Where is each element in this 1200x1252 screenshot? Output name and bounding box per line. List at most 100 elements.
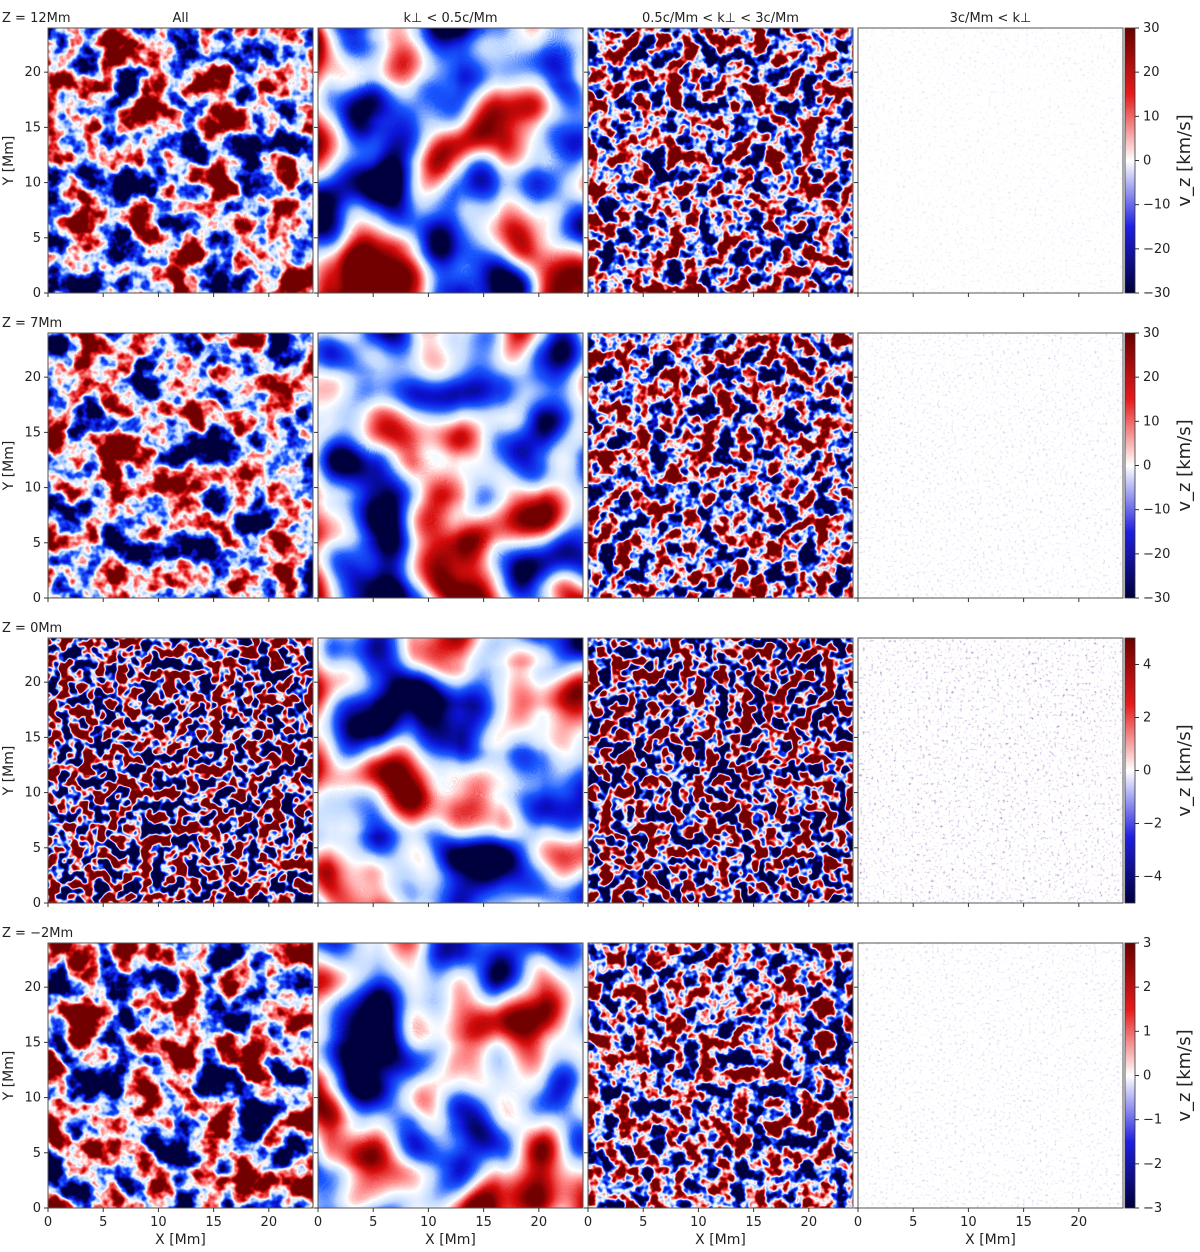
heatmap-field bbox=[858, 333, 1123, 598]
y-tick-label: 10 bbox=[24, 1091, 41, 1106]
heatmap-field bbox=[858, 638, 1123, 903]
x-tick-label: 15 bbox=[745, 1215, 762, 1230]
heatmap-panel-r2-c2 bbox=[314, 332, 584, 602]
column-title-2: k⊥ < 0.5c/Mm bbox=[403, 11, 497, 26]
colorbar-tick-label: −4 bbox=[1143, 870, 1162, 885]
colorbar-tick-label: 30 bbox=[1143, 21, 1160, 36]
y-axis-label: Y [Mm] bbox=[1, 441, 17, 492]
colorbar-tick-label: 0 bbox=[1143, 1069, 1151, 1084]
colorbar-tick-label: 20 bbox=[1143, 65, 1160, 80]
colorbar-gradient bbox=[1124, 27, 1136, 294]
colorbar-tick-label: 4 bbox=[1143, 658, 1151, 673]
colorbar-tick-label: −30 bbox=[1143, 591, 1170, 606]
y-tick-label: 15 bbox=[24, 425, 41, 440]
heatmap-field bbox=[318, 28, 583, 293]
colorbar bbox=[1124, 27, 1139, 294]
x-axis-label: X [Mm] bbox=[155, 1232, 206, 1248]
y-tick-label: 10 bbox=[24, 786, 41, 801]
heatmap-panel-r3-c1 bbox=[44, 637, 314, 907]
heatmap-field bbox=[588, 28, 853, 293]
row-label: Z = 12Mm bbox=[2, 11, 71, 26]
row-label: Z = 0Mm bbox=[2, 621, 62, 636]
colorbar-tick-label: 20 bbox=[1143, 370, 1160, 385]
heatmap-panel-r4-c3 bbox=[584, 942, 854, 1212]
colorbar-tick-label: 0 bbox=[1143, 459, 1151, 474]
x-tick-label: 20 bbox=[1071, 1215, 1088, 1230]
heatmap-field bbox=[318, 333, 583, 598]
panel-frame bbox=[857, 27, 1124, 294]
column-title-1: All bbox=[172, 11, 188, 26]
x-tick-label: 10 bbox=[690, 1215, 707, 1230]
panel-frame bbox=[587, 942, 854, 1209]
heatmap-field bbox=[48, 943, 313, 1208]
panel-frame bbox=[47, 332, 314, 599]
panel-frame bbox=[587, 637, 854, 904]
column-title-4: 3c/Mm < k⊥ bbox=[950, 11, 1032, 26]
heatmap-panel-r3-c3 bbox=[584, 637, 854, 907]
panel-frame bbox=[857, 942, 1124, 1209]
heatmap-field bbox=[48, 28, 313, 293]
panel-frame bbox=[47, 637, 314, 904]
colorbar-label: v_z [km/s] bbox=[1174, 1029, 1195, 1121]
colorbar-tick-label: 1 bbox=[1143, 1024, 1151, 1039]
heatmap-panel-r3-c4 bbox=[854, 637, 1124, 907]
heatmap-panel-r2-c1 bbox=[44, 332, 314, 602]
heatmap-field bbox=[588, 638, 853, 903]
colorbar bbox=[1124, 332, 1139, 599]
heatmap-panel-r2-c3 bbox=[584, 332, 854, 602]
x-tick-label: 5 bbox=[369, 1215, 377, 1230]
row-label: Z = −2Mm bbox=[2, 926, 73, 941]
colorbar-tick-label: 2 bbox=[1143, 980, 1151, 995]
heatmap-panel-r3-c2 bbox=[314, 637, 584, 907]
x-axis-label: X [Mm] bbox=[965, 1232, 1016, 1248]
heatmap-panel-r4-c2 bbox=[314, 942, 584, 1212]
colorbar-label: v_z [km/s] bbox=[1174, 419, 1195, 511]
colorbar-gradient bbox=[1124, 942, 1136, 1209]
y-tick-label: 20 bbox=[24, 370, 41, 385]
colorbar-tick-label: 0 bbox=[1143, 764, 1151, 779]
y-tick-label: 0 bbox=[33, 1201, 41, 1216]
y-axis-label: Y [Mm] bbox=[1, 136, 17, 187]
colorbar-tick-label: 3 bbox=[1143, 936, 1151, 951]
colorbar bbox=[1124, 942, 1139, 1209]
x-tick-label: 5 bbox=[99, 1215, 107, 1230]
colorbar-tick-label: −20 bbox=[1143, 242, 1170, 257]
row-label: Z = 7Mm bbox=[2, 316, 62, 331]
x-tick-label: 5 bbox=[639, 1215, 647, 1230]
x-tick-label: 20 bbox=[801, 1215, 818, 1230]
colorbar-gradient bbox=[1124, 637, 1136, 904]
heatmap-panel-r1-c4 bbox=[854, 27, 1124, 297]
colorbar-tick-label: 2 bbox=[1143, 711, 1151, 726]
x-tick-label: 10 bbox=[960, 1215, 977, 1230]
colorbar-tick-label: −10 bbox=[1143, 503, 1170, 518]
y-axis-label: Y [Mm] bbox=[1, 1051, 17, 1102]
heatmap-field bbox=[858, 28, 1123, 293]
panel-frame bbox=[317, 27, 584, 294]
colorbar-tick-label: −1 bbox=[1143, 1113, 1162, 1128]
panel-frame bbox=[587, 27, 854, 294]
y-tick-label: 5 bbox=[33, 841, 41, 856]
y-tick-label: 0 bbox=[33, 591, 41, 606]
panel-frame bbox=[317, 332, 584, 599]
x-tick-label: 10 bbox=[150, 1215, 167, 1230]
colorbar-tick-label: 0 bbox=[1143, 154, 1151, 169]
y-tick-label: 5 bbox=[33, 536, 41, 551]
x-axis-label: X [Mm] bbox=[695, 1232, 746, 1248]
y-tick-label: 20 bbox=[24, 65, 41, 80]
x-tick-label: 15 bbox=[205, 1215, 222, 1230]
heatmap-panel-r2-c4 bbox=[854, 332, 1124, 602]
panel-frame bbox=[317, 637, 584, 904]
y-tick-label: 20 bbox=[24, 980, 41, 995]
heatmap-panel-r4-c1 bbox=[44, 942, 314, 1212]
panel-frame bbox=[47, 942, 314, 1209]
x-tick-label: 20 bbox=[261, 1215, 278, 1230]
x-tick-label: 20 bbox=[531, 1215, 548, 1230]
x-tick-label: 10 bbox=[420, 1215, 437, 1230]
x-tick-label: 0 bbox=[854, 1215, 862, 1230]
heatmap-panel-r1-c3 bbox=[584, 27, 854, 297]
y-tick-label: 0 bbox=[33, 286, 41, 301]
x-tick-label: 0 bbox=[584, 1215, 592, 1230]
y-tick-label: 15 bbox=[24, 1035, 41, 1050]
colorbar bbox=[1124, 637, 1139, 904]
